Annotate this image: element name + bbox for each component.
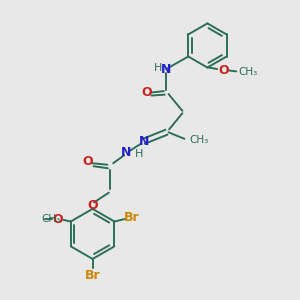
Text: O: O — [52, 212, 63, 226]
Text: H: H — [135, 149, 143, 159]
Text: Br: Br — [124, 212, 140, 224]
Text: O: O — [218, 64, 229, 77]
Text: CH₃: CH₃ — [190, 135, 209, 145]
Text: O: O — [83, 155, 94, 168]
Text: CH₃: CH₃ — [238, 67, 258, 77]
Text: N: N — [161, 62, 171, 76]
Text: N: N — [139, 135, 149, 148]
Text: O: O — [142, 86, 152, 99]
Text: O: O — [87, 200, 98, 212]
Text: CH₃: CH₃ — [41, 214, 61, 224]
Text: H: H — [153, 63, 162, 73]
Text: N: N — [121, 146, 132, 159]
Text: Br: Br — [85, 268, 100, 282]
